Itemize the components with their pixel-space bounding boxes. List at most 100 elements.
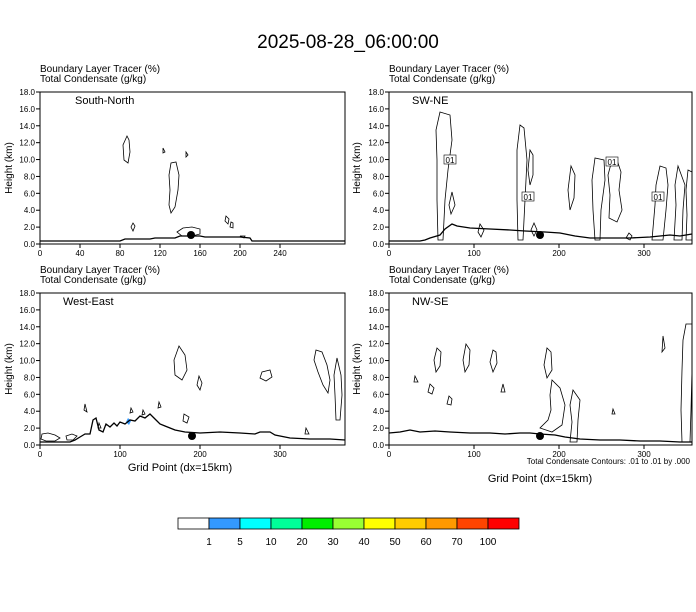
panel-2-label: SW-NE [412,95,448,107]
colorbar-label: 40 [358,537,370,548]
panel-2-contour-label: 01 [654,193,663,202]
panel-2-contour-label: 01 [608,158,617,167]
ytick-label: 4.0 [24,206,36,215]
panel-1-marker [187,231,195,239]
colorbar-swatch [208,517,241,530]
ytick-label: 0.0 [24,441,36,450]
ytick-label: 2.0 [373,424,385,433]
colorbar: 1 5 10 20 30 40 50 60 70 100 [177,517,520,548]
panel-4-contours [413,323,693,443]
ytick-label: 2.0 [24,223,36,232]
panel-3-xtick-label: 0 [38,450,43,459]
colorbar-swatch [425,517,458,530]
ytick-label: 16.0 [19,105,35,114]
panel-4-terrain [388,429,692,443]
panel-1-xtick-label: 0 [38,249,43,258]
ytick-label: 16.0 [19,306,35,315]
ytick-label: 4.0 [373,407,385,416]
panel-2-contours [435,111,693,241]
panel-4-frame [388,292,693,446]
colorbar-label: 60 [420,537,432,548]
panel-2-y-axis-label: Height (km) [352,142,363,194]
ytick-label: 4.0 [24,407,36,416]
panel-1-xtick-label: 40 [76,249,85,258]
panel-2-marker [536,231,544,239]
panel-2-field-label-2: Total Condensate (g/kg) [389,74,495,85]
ytick-label: 12.0 [19,139,35,148]
panel-2-xtick-label: 100 [467,249,481,258]
panel-1-label: South-North [75,95,134,107]
panel-1-xtick-label: 200 [233,249,247,258]
ytick-label: 10.0 [19,357,35,366]
panel-4-xtick-label: 300 [637,450,651,459]
panel-2-frame [388,91,693,245]
ytick-label: 16.0 [368,306,384,315]
panel-3-field-label-2: Total Condensate (g/kg) [40,275,146,286]
figure-title: 2025-08-28_06:00:00 [257,32,439,53]
colorbar-label: 30 [327,537,339,548]
panel-2-xtick-label: 200 [552,249,566,258]
panel-1-xtick-label: 160 [193,249,207,258]
contour-note: Total Condensate Contours: .01 to .01 by… [527,457,691,466]
ytick-label: 8.0 [24,172,36,181]
panel-3-x-axis: 0 100 200 300 [38,445,287,459]
colorbar-swatch [394,517,427,530]
ytick-label: 2.0 [373,223,385,232]
panel-4-x-axis: 0 100 200 300 [387,445,651,459]
panel-3-xtick-label: 100 [113,450,127,459]
colorbar-swatch [239,517,272,530]
colorbar-swatch [270,517,303,530]
ytick-label: 14.0 [368,122,384,131]
colorbar-label: 20 [296,537,308,548]
panel-4-xtick-label: 100 [467,450,481,459]
colorbar-swatch [363,517,396,530]
panel-3-xtick-label: 200 [193,450,207,459]
panel-1-xtick-label: 240 [273,249,287,258]
colorbar-label: 1 [206,537,212,548]
panel-4-xtick-label: 0 [387,450,392,459]
ytick-label: 8.0 [24,373,36,382]
panel-4-field-label-2: Total Condensate (g/kg) [389,275,495,286]
panel-3-y-axis-label: Height (km) [4,343,15,395]
colorbar-swatch [177,517,210,530]
ytick-label: 18.0 [19,88,35,97]
colorbar-label: 10 [265,537,277,548]
panel-nw-se: Boundary Layer Tracer (%) Total Condensa… [352,265,693,485]
panel-1-terrain [40,235,345,242]
panel-3-field-label-1: Boundary Layer Tracer (%) [40,265,160,276]
panel-2-y-axis: 0.0 2.0 4.0 6.0 8.0 10.0 12.0 14.0 16.0 18.0 [368,88,389,249]
ytick-label: 6.0 [24,390,36,399]
panel-1-frame [39,91,346,245]
panel-3-contours [40,345,343,442]
ytick-label: 0.0 [373,240,385,249]
ytick-label: 8.0 [373,373,385,382]
panel-3-label: West-East [63,296,114,308]
panel-sw-ne: Boundary Layer Tracer (%) Total Condensa… [352,64,693,258]
colorbar-swatch [332,517,365,530]
panel-1-field-label-1: Boundary Layer Tracer (%) [40,64,160,75]
ytick-label: 6.0 [24,189,36,198]
panel-3-y-axis: 0.0 2.0 4.0 6.0 8.0 10.0 12.0 14.0 16.0 18.0 [19,289,40,450]
ytick-label: 12.0 [19,340,35,349]
ytick-label: 14.0 [19,122,35,131]
panel-4-field-label-1: Boundary Layer Tracer (%) [389,265,509,276]
panel-2-contour-label: 01 [446,156,455,165]
panel-1-y-axis: 0.0 2.0 4.0 6.0 8.0 10.0 12.0 14.0 16.0 18.0 [19,88,40,249]
ytick-label: 18.0 [19,289,35,298]
ytick-label: 6.0 [373,390,385,399]
colorbar-label: 5 [237,537,243,548]
panel-1-contours [122,135,246,239]
colorbar-label: 70 [451,537,463,548]
panel-south-north: Boundary Layer Tracer (%) Total Condensa… [4,64,346,258]
panel-2-contour-label: 01 [524,193,533,202]
panel-1-xtick-label: 120 [153,249,167,258]
panel-1-y-axis-label: Height (km) [4,142,15,194]
panel-1-xtick-label: 80 [116,249,125,258]
ytick-label: 10.0 [368,156,384,165]
panel-4-x-axis-label: Grid Point (dx=15km) [488,473,592,485]
panel-2-field-label-1: Boundary Layer Tracer (%) [389,64,509,75]
colorbar-swatch [456,517,489,530]
panel-1-x-axis: 0 40 80 120 160 200 240 [38,244,287,258]
colorbar-label: 100 [480,537,497,548]
